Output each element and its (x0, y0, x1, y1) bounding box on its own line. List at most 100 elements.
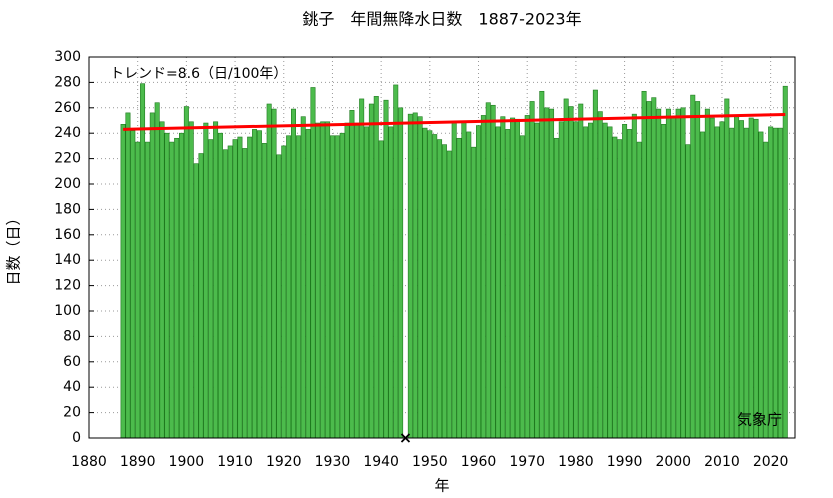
bar (398, 107, 404, 439)
bar (724, 98, 730, 439)
bar (456, 137, 462, 439)
bar (719, 121, 725, 439)
bar (281, 145, 287, 439)
bar (320, 121, 326, 439)
bar (476, 125, 482, 439)
bar (451, 122, 457, 439)
bar (471, 146, 477, 439)
y-tick-label: 120 (54, 278, 81, 294)
y-tick-label: 20 (63, 405, 81, 421)
bar (446, 150, 452, 439)
bar (631, 113, 637, 439)
y-tick-label: 160 (54, 227, 81, 243)
bar (407, 113, 413, 439)
bar (685, 144, 691, 439)
bar (383, 99, 389, 439)
bar (432, 134, 438, 439)
bar (777, 127, 783, 439)
bar (495, 126, 501, 439)
bar (310, 87, 316, 439)
bar (514, 118, 520, 439)
bar (388, 126, 394, 439)
x-tick-label: 1900 (169, 454, 205, 470)
bar (368, 103, 374, 439)
bar (505, 129, 511, 439)
x-axis-label: 年 (434, 477, 449, 495)
bar (597, 111, 603, 439)
bar (485, 102, 491, 439)
bar (344, 122, 350, 439)
bar (544, 107, 550, 439)
bar (636, 141, 642, 439)
bar (373, 96, 379, 439)
bar (183, 106, 189, 439)
y-axis-label: 日数（日） (5, 210, 23, 285)
bar (261, 143, 267, 439)
x-tick-label: 2020 (753, 454, 789, 470)
bar (266, 103, 272, 439)
bar (364, 126, 370, 439)
bar (130, 130, 136, 439)
bar (549, 108, 555, 439)
bar (773, 127, 779, 439)
bar (427, 130, 433, 439)
bar (144, 141, 150, 439)
bar (256, 130, 262, 439)
y-tick-label: 300 (54, 49, 81, 65)
source-label: 気象庁 (737, 411, 782, 429)
bar (729, 127, 735, 439)
y-tick-label: 100 (54, 303, 81, 319)
bar (359, 98, 365, 439)
bar (149, 112, 155, 439)
bar (300, 116, 306, 439)
plot-area: 0 20 40 60 80 100 120 140 160 180 200 220 240 260 280 3… (54, 49, 796, 470)
bar (174, 137, 180, 439)
bar (758, 131, 764, 439)
bar (295, 135, 301, 439)
bar (651, 97, 657, 439)
bar (349, 110, 355, 439)
bar (588, 122, 593, 439)
bar (164, 132, 170, 439)
bar (198, 153, 204, 439)
bar (661, 124, 667, 439)
bar (291, 108, 296, 439)
bar (441, 144, 447, 439)
x-tick-label: 2010 (704, 454, 740, 470)
bar (583, 126, 589, 439)
bar (217, 132, 223, 439)
bar (203, 122, 209, 439)
x-tick-label: 1930 (315, 454, 351, 470)
bar (354, 122, 360, 439)
bar (393, 84, 399, 439)
bar (646, 101, 652, 439)
bar (665, 108, 671, 439)
bar (573, 121, 579, 439)
bar (641, 90, 647, 439)
bar (534, 122, 540, 439)
y-tick-label: 240 (54, 125, 81, 141)
x-tick-label: 1910 (217, 454, 253, 470)
bar (602, 122, 608, 439)
bar (222, 149, 228, 439)
bar (553, 137, 559, 439)
bar (208, 139, 214, 439)
x-tick-label: 2000 (655, 454, 691, 470)
trend-line (123, 113, 786, 131)
y-tick-label: 140 (54, 252, 81, 268)
bar (709, 117, 715, 439)
bar (125, 112, 131, 439)
bar (247, 136, 253, 439)
x-tick-label: 1950 (412, 454, 448, 470)
x-tick-label: 1890 (120, 454, 156, 470)
bar (704, 108, 710, 439)
bar (524, 115, 530, 439)
bar (748, 117, 754, 439)
bar (743, 127, 749, 439)
y-tick-label: 80 (63, 328, 81, 344)
bar (558, 121, 564, 439)
bar (227, 145, 233, 439)
bar (305, 129, 311, 439)
